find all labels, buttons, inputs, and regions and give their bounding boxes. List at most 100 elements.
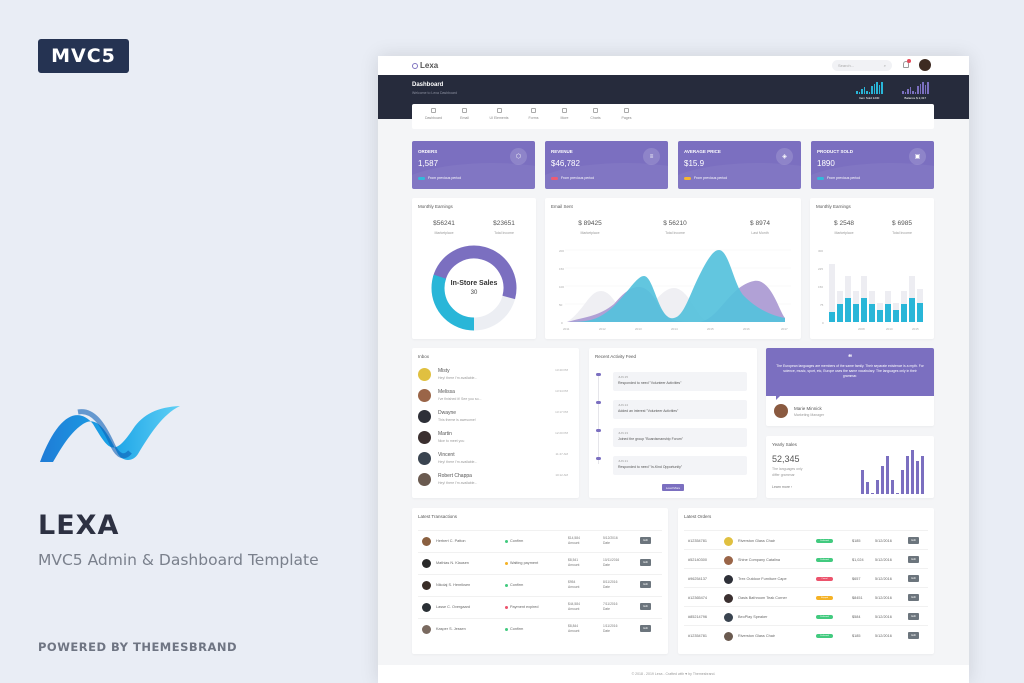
edit-button[interactable]: Edit: [908, 575, 919, 582]
inbox-item[interactable]: Robert Chappa Hey! there I'm available...…: [418, 471, 568, 491]
kv-label: Marketplace: [434, 231, 454, 235]
message-time: 13:34 PM: [555, 389, 568, 393]
edit-button[interactable]: Edit: [908, 613, 919, 620]
stat-cards: ORDERS 1,587 From previous period ⬡ REVENUE…: [412, 141, 934, 189]
nav-label: UI Elements: [489, 116, 509, 120]
testimonial-card: ❝ The European languages are members of …: [766, 348, 934, 426]
edit-button[interactable]: Edit: [640, 603, 651, 610]
mvc5-badge: MVC5: [38, 39, 129, 73]
status-text: Payment expired: [510, 605, 539, 609]
stat-title: PRODUCT SOLD: [817, 149, 853, 154]
stat-value: $46,782: [551, 159, 580, 168]
kv-label: Total Income: [665, 231, 685, 235]
nav-ui-elements[interactable]: UI Elements: [480, 108, 518, 125]
sender-name: Vincent: [438, 452, 455, 458]
nav-charts[interactable]: Charts: [580, 108, 611, 125]
user-avatar[interactable]: [919, 59, 931, 71]
inbox-item[interactable]: Martin Nice to meet you 12:20 PM: [418, 429, 568, 449]
product-name: Riverston Glass Chair: [738, 634, 775, 638]
nav-pages[interactable]: Pages: [611, 108, 642, 125]
inbox-item[interactable]: Melissa I've finished it! See you so... 13…: [418, 387, 568, 407]
amount: $44,584: [568, 602, 580, 606]
table-row: #12365474 Oasis Bathroom Teak Corner Shipp…: [684, 587, 928, 609]
card-title: Email Sent: [551, 204, 573, 209]
date-label: Date: [603, 629, 610, 633]
svg-text:2012: 2012: [599, 327, 606, 330]
nav-label: Dashboard: [424, 116, 443, 120]
stat-value: 1890: [817, 159, 835, 168]
status-badge: Shipped: [816, 596, 833, 600]
message-time: 10:12 AM: [555, 473, 568, 477]
edit-button[interactable]: Edit: [640, 559, 651, 566]
edit-button[interactable]: Edit: [640, 581, 651, 588]
edit-button[interactable]: Edit: [640, 537, 651, 544]
feed-item: JUN 23 Joined the group "Boardsmanship Fo…: [613, 428, 747, 447]
edit-button[interactable]: Edit: [640, 625, 651, 632]
kv-label: Marketplace: [580, 231, 600, 235]
amount: $8,844: [568, 624, 579, 628]
date: 5/12/2016: [875, 558, 892, 562]
date-label: Date: [603, 607, 610, 611]
learn-more-link[interactable]: Learn more ›: [772, 485, 793, 489]
svg-text:300: 300: [818, 249, 823, 253]
customer-name: Lasse C. Overgaard: [436, 605, 470, 609]
inbox-item[interactable]: Dwayne This theme is awesome! 13:17 PM: [418, 408, 568, 428]
search-input[interactable]: Search... ⌕: [832, 60, 892, 71]
main-nav: Dashboard Email UI Elements Forms More C…: [412, 104, 934, 129]
stat-title: ORDERS: [418, 149, 438, 154]
avatar: [724, 556, 733, 565]
date: 7/11/2016: [603, 602, 618, 606]
date-label: Date: [603, 563, 610, 567]
amount-label: Amount: [568, 629, 580, 633]
table-row: #52140300 Shine Company Catalina Delivered…: [684, 549, 928, 571]
date: 5/12/2016: [875, 634, 892, 638]
edit-button[interactable]: Edit: [908, 594, 919, 601]
table-row: #12354781 Riverston Glass Chair Delivered $…: [684, 530, 928, 552]
stat-footer: From previous period: [561, 176, 595, 180]
edit-button[interactable]: Edit: [908, 537, 919, 544]
edit-button[interactable]: Edit: [908, 632, 919, 639]
message-time: 11:47 AM: [555, 452, 568, 456]
timeline-dot: [596, 373, 601, 376]
notification-bell-icon[interactable]: [903, 59, 911, 68]
inbox-item[interactable]: Vincent Hey! there I'm available... 11:47 …: [418, 450, 568, 470]
card-title: Monthly Earnings: [418, 204, 453, 209]
nav-dashboard[interactable]: Dashboard: [418, 108, 449, 125]
nav-email[interactable]: Email: [449, 108, 480, 125]
inbox-item[interactable]: Misty Hey! there I'm available... 13:40 PM: [418, 366, 568, 386]
yearly-desc: differ grammar: [772, 473, 795, 477]
stat-value: 1,587: [418, 159, 439, 168]
date: 5/12/2016: [875, 615, 892, 619]
nav-forms[interactable]: Forms: [518, 108, 549, 125]
yearly-desc: The languages only: [772, 467, 803, 471]
status-dot: [505, 561, 508, 565]
sender-name: Dwayne: [438, 410, 457, 416]
feed-text: Responded to need "Volunteer Activities": [618, 381, 682, 385]
message-preview: Hey! there I'm available...: [438, 460, 478, 464]
nav-more[interactable]: More: [549, 108, 580, 125]
nav-label: Email: [460, 116, 469, 120]
edit-button[interactable]: Edit: [908, 556, 919, 563]
powered-by: POWERED BY THEMESBRAND: [38, 640, 238, 654]
stat-pill: [418, 176, 425, 180]
table-row: Kasper S. Jessen Confirm $8,844 Amount 1/11/…: [418, 618, 662, 640]
amount-label: Amount: [568, 563, 580, 567]
status-text: Confirm: [510, 627, 524, 631]
mini-chart-label: Balance $ 2,317: [904, 96, 927, 100]
brand-logo[interactable]: Lexa: [412, 61, 438, 70]
bar-chart: 300 225 150 75 0 2008 2010 2015: [818, 249, 923, 331]
feed-item: JUN 25 Responded to need "Volunteer Activ…: [613, 372, 747, 391]
feed-text: Joined the group "Boardsmanship Forum": [618, 437, 683, 441]
page-title: Dashboard: [412, 82, 444, 88]
status-dot: [505, 627, 508, 631]
avatar: [422, 537, 431, 546]
briefcase-icon: ▣: [909, 148, 926, 165]
message-time: 12:20 PM: [555, 431, 568, 435]
stat-card-orders: ORDERS 1,587 From previous period ⬡: [412, 141, 535, 189]
stat-pill: [551, 176, 558, 180]
feed-item: JUN 24 Added an interest "Volunteer Activ…: [613, 400, 747, 419]
card-title: Recent Activity Feed: [595, 354, 637, 359]
load-more-button[interactable]: Load More: [662, 484, 684, 491]
kv-label: Total Income: [494, 231, 514, 235]
product-name: Trex Outdoor Furniture Cape: [738, 577, 787, 581]
